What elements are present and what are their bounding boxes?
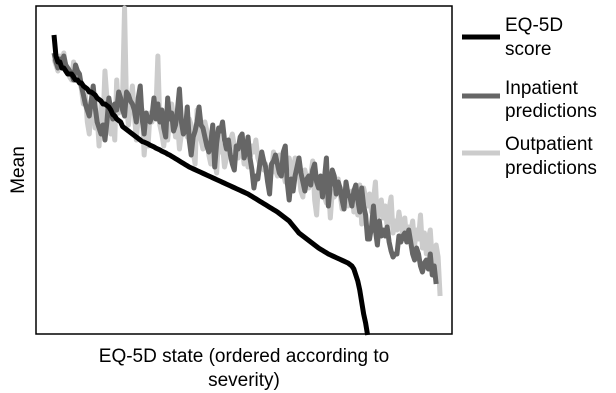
legend-label-eq5d-score-line2: score — [505, 39, 551, 60]
eq5d-score-line — [51, 34, 371, 336]
inpatient-predictions-line — [51, 52, 439, 285]
legend-label-inpatient-predictions-line2: predictions — [505, 101, 597, 122]
y-axis-label: Mean — [8, 146, 29, 194]
legend-label-outpatient-predictions-line1: Outpatient — [505, 134, 593, 155]
legend-label-outpatient-predictions-line2: predictions — [505, 158, 597, 179]
legend: EQ-5D score Inpatient predictions Outpat… — [462, 15, 597, 179]
legend-label-eq5d-score-line1: EQ-5D — [505, 15, 563, 36]
x-axis-label-line1: EQ-5D state (ordered according to — [99, 346, 389, 367]
legend-label-inpatient-predictions-line1: Inpatient — [505, 78, 579, 99]
series-lines — [51, 5, 443, 336]
x-axis-label-line2: severity) — [208, 370, 280, 391]
plot-frame — [35, 5, 453, 335]
